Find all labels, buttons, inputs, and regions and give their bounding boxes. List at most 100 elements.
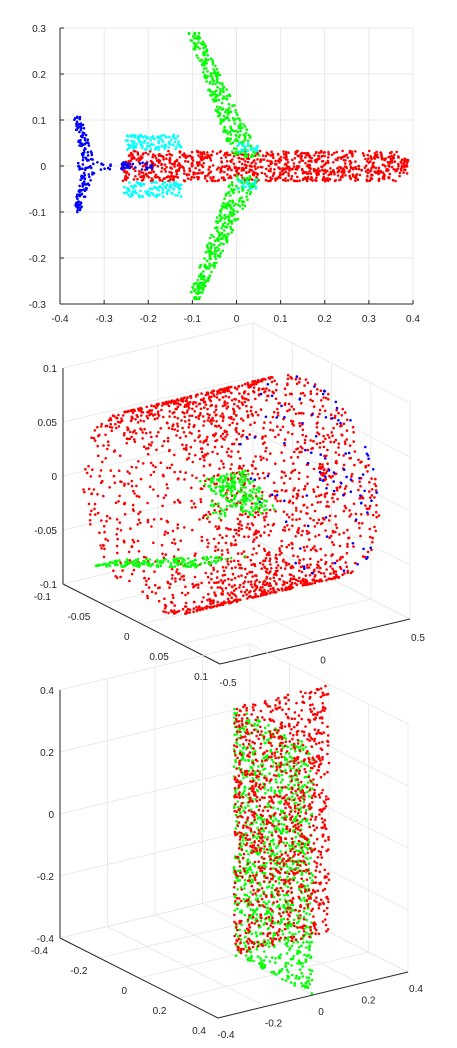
data-point [199,411,202,415]
data-point [236,187,240,190]
data-point [317,171,320,174]
data-point [238,520,242,523]
data-point [215,238,218,242]
data-point [254,491,257,495]
data-point [273,379,276,383]
data-point [215,576,219,579]
data-point [321,392,325,396]
data-point [208,165,211,169]
data-point [159,461,163,465]
data-point [142,174,146,177]
data-point [327,153,331,156]
data-point [104,424,108,428]
data-point [324,396,328,400]
data-point [118,454,122,458]
data-point [331,434,334,438]
data-point [108,486,111,489]
data-point [263,391,266,394]
data-point [259,561,262,565]
data-point [150,404,153,408]
data-point [358,173,362,177]
data-point [238,406,241,410]
data-point [197,154,200,157]
data-point [235,147,238,151]
data-point [230,484,233,487]
data-point [223,170,226,174]
x-tick-label: 0.3 [362,314,376,325]
x-tick-label: -0.1 [184,314,202,325]
data-point [240,126,244,130]
data-point [250,146,254,150]
data-point [222,90,225,94]
data-point [180,560,184,563]
data-point [309,517,312,520]
data-point [203,459,206,462]
data-point [216,548,220,551]
data-point [205,558,208,562]
data-point [237,575,240,578]
data-point [308,574,312,577]
data-point [202,71,205,74]
data-point [253,508,257,511]
data-point [106,440,110,444]
data-point [209,264,212,268]
data-point [302,941,305,944]
data-point [233,593,236,596]
data-point [89,179,92,182]
data-point [304,161,307,165]
data-point [308,155,311,159]
data-point [395,150,399,154]
data-point [157,153,160,157]
data-point [342,493,345,497]
data-point [272,171,276,175]
data-point [117,425,121,428]
data-point [274,435,277,439]
data-point [245,171,248,174]
data-point [219,518,223,522]
data-point [259,458,263,462]
data-point [298,424,302,428]
data-point [246,555,249,559]
data-point [243,893,246,897]
data-point [183,605,187,608]
data-point [332,572,336,575]
data-point [374,489,378,492]
data-point [301,428,305,432]
data-point [147,171,151,175]
data-point [229,137,233,140]
data-point [201,277,204,280]
data-point [125,171,129,174]
data-point [227,176,230,180]
data-point [370,494,374,497]
data-point [231,214,234,217]
data-point [132,178,136,181]
data-point [225,239,228,242]
data-point [215,216,219,219]
data-point [232,418,236,421]
data-point [238,199,241,203]
data-point [165,483,169,486]
data-point [253,515,257,519]
data-point [154,406,158,410]
data-point [210,233,213,237]
data-point [164,530,167,533]
data-point [103,530,106,534]
wall-grid-line [252,484,411,566]
data-point [390,161,394,164]
data-point [371,173,374,177]
data-point [184,399,188,403]
data-point [295,518,298,521]
data-point [194,166,197,170]
data-point [130,184,133,188]
data-point [101,479,104,483]
data-point [199,440,202,443]
data-point [218,150,222,154]
data-point [199,479,202,483]
data-point [184,562,187,566]
data-point [176,405,180,409]
data-point [153,137,156,141]
data-point [232,559,236,563]
data-point [176,478,180,481]
data-point [237,156,241,160]
data-point [240,483,243,487]
